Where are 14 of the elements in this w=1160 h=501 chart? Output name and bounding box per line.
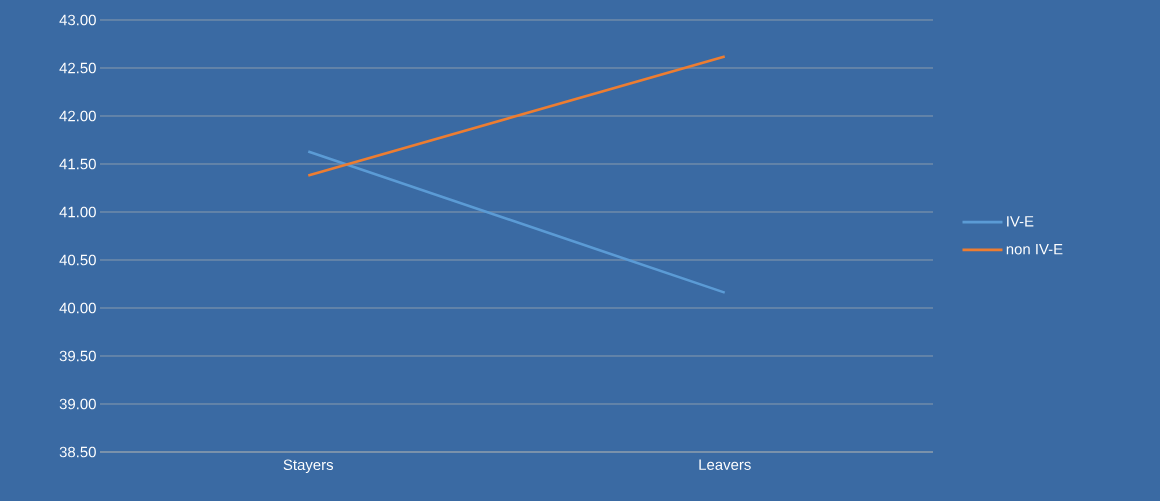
- y-tick-label: 41.00: [59, 206, 96, 218]
- y-tick-label: 40.00: [59, 302, 96, 314]
- y-tick-label: 41.50: [59, 158, 96, 170]
- y-tick-label: 40.50: [59, 254, 96, 266]
- y-tick-label: 39.00: [59, 398, 96, 410]
- y-tick-label: 42.50: [59, 62, 96, 74]
- y-tick-label: 42.00: [59, 110, 96, 122]
- y-tick-label: 39.50: [59, 350, 96, 362]
- legend-label: non IV-E: [1006, 243, 1063, 255]
- legend-label: IV-E: [1007, 216, 1034, 227]
- x-tick-label: Stayers: [283, 459, 334, 474]
- y-tick-label: 43.00: [59, 14, 96, 26]
- x-tick-label: Leavers: [699, 459, 751, 470]
- y-tick-label: 38.50: [59, 446, 96, 458]
